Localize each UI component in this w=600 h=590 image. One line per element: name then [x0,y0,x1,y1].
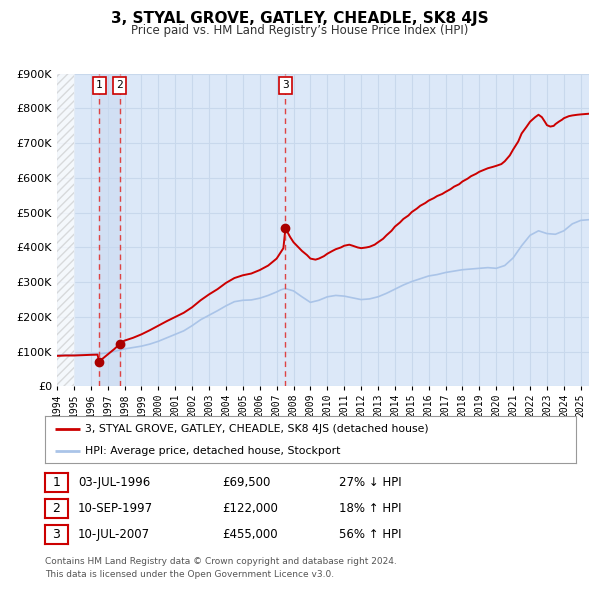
Text: 10-SEP-1997: 10-SEP-1997 [78,502,153,515]
Text: £69,500: £69,500 [222,476,271,489]
Text: 1: 1 [96,80,103,90]
Text: This data is licensed under the Open Government Licence v3.0.: This data is licensed under the Open Gov… [45,571,334,579]
Text: 2: 2 [52,502,61,515]
Text: Contains HM Land Registry data © Crown copyright and database right 2024.: Contains HM Land Registry data © Crown c… [45,558,397,566]
Text: 27% ↓ HPI: 27% ↓ HPI [339,476,401,489]
Text: 3: 3 [282,80,289,90]
Bar [57,74,74,386]
Text: 18% ↑ HPI: 18% ↑ HPI [339,502,401,515]
Text: 3: 3 [52,528,61,541]
Text: Price paid vs. HM Land Registry’s House Price Index (HPI): Price paid vs. HM Land Registry’s House … [131,24,469,37]
Text: £455,000: £455,000 [222,528,278,541]
Text: £122,000: £122,000 [222,502,278,515]
Text: 3, STYAL GROVE, GATLEY, CHEADLE, SK8 4JS (detached house): 3, STYAL GROVE, GATLEY, CHEADLE, SK8 4JS… [85,424,428,434]
Text: 03-JUL-1996: 03-JUL-1996 [78,476,150,489]
Text: 3, STYAL GROVE, GATLEY, CHEADLE, SK8 4JS: 3, STYAL GROVE, GATLEY, CHEADLE, SK8 4JS [111,11,489,25]
Text: 2: 2 [116,80,123,90]
Bar [99,74,119,386]
Bar [57,74,74,386]
Text: 10-JUL-2007: 10-JUL-2007 [78,528,150,541]
Text: 56% ↑ HPI: 56% ↑ HPI [339,528,401,541]
Text: HPI: Average price, detached house, Stockport: HPI: Average price, detached house, Stoc… [85,447,340,456]
Text: 1: 1 [52,476,61,489]
